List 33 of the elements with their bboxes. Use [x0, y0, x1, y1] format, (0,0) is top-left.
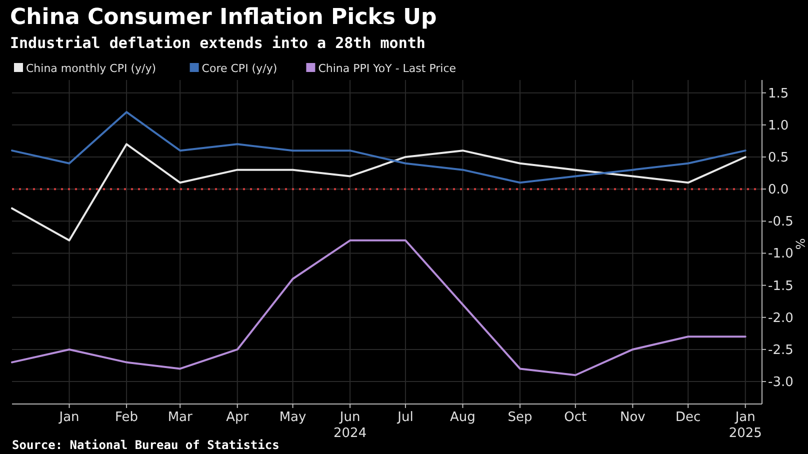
y-tick-label: -3.0	[768, 375, 794, 390]
y-tick-label: 0.0	[768, 182, 789, 198]
x-tick-label: Jun 2024	[334, 410, 367, 441]
x-tick-label: Feb	[115, 410, 138, 425]
x-tick-label: Oct	[564, 410, 587, 425]
x-tick-label: Aug	[450, 410, 476, 425]
x-tick-label: May	[279, 410, 307, 425]
x-tick-label: Jul	[396, 410, 414, 425]
y-tick-label: -2.0	[768, 310, 794, 326]
y-tick-label: -1.5	[768, 278, 794, 294]
legend-label: China PPI YoY - Last Price	[318, 62, 456, 75]
x-tick-label: Nov	[620, 410, 646, 425]
line-series	[11, 111, 746, 184]
y-tick-label: -1.0	[768, 246, 794, 262]
x-tick-label: Dec	[676, 410, 701, 425]
legend-label: China monthly CPI (y/y)	[26, 62, 156, 75]
y-tick-label: -0.5	[768, 214, 794, 230]
x-tick-label: Jan	[58, 410, 80, 425]
y-tick-label: 1.0	[768, 118, 789, 134]
chart-title: China Consumer Inflation Picks Up	[10, 5, 437, 30]
line-series	[11, 239, 746, 376]
source-note: Source: National Bureau of Statistics	[12, 438, 280, 452]
x-tick-label: Apr	[226, 410, 250, 425]
y-axis-title: %	[793, 238, 807, 250]
x-tick-label: Sep	[508, 410, 532, 425]
legend-label: Core CPI (y/y)	[202, 62, 278, 75]
y-tick-label: 0.5	[768, 150, 789, 166]
line-series	[11, 143, 746, 242]
chart-subtitle: Industrial deflation extends into a 28th month	[10, 34, 426, 52]
x-tick-label: Jan 2025	[728, 410, 762, 441]
y-tick-label: -2.5	[768, 342, 794, 358]
x-tick-label: Mar	[168, 410, 194, 425]
y-tick-label: 1.5	[768, 86, 789, 102]
